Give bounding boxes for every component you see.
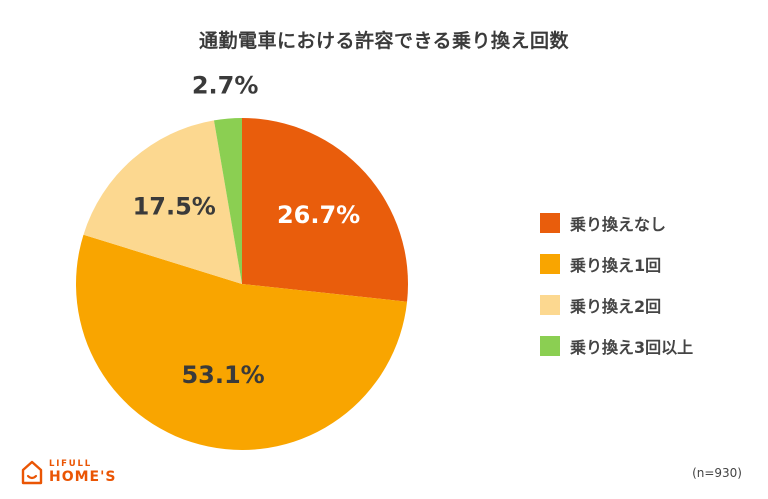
- slice-one-transfer: [75, 234, 408, 451]
- sample-size-note: (n=930): [692, 466, 742, 480]
- chart-legend: 乗り換えなし 乗り換え1回 乗り換え2回 乗り換え3回以上: [540, 212, 760, 376]
- chart-title: 通勤電車における許容できる乗り換え回数: [198, 30, 570, 52]
- logo-line1: LIFULL: [49, 459, 92, 470]
- lifull-homes-logo: LIFULL HOME'S: [21, 458, 116, 486]
- label-three-plus-transfers: 2.7%: [192, 72, 259, 100]
- legend-item-no-transfer: 乗り換えなし: [540, 212, 760, 234]
- legend-item-one-transfer: 乗り換え1回: [540, 253, 760, 275]
- slice-two-transfers: [83, 120, 243, 284]
- label-no-transfer: 26.7%: [277, 201, 360, 229]
- legend-label: 乗り換え2回: [570, 296, 662, 316]
- pie-slices: [75, 118, 408, 451]
- legend-swatch: [540, 335, 560, 356]
- legend-swatch: [540, 294, 560, 315]
- legend-label: 乗り換え3回以上: [570, 337, 694, 357]
- legend-item-three-plus-transfers: 乗り換え3回以上: [540, 335, 760, 357]
- label-one-transfer: 53.1%: [181, 361, 264, 389]
- legend-label: 乗り換えなし: [570, 214, 667, 234]
- logo-line2: HOME'S: [49, 468, 117, 485]
- legend-swatch: [540, 212, 560, 233]
- pie-value-labels: 26.7% 53.1% 17.5% 2.7%: [133, 72, 361, 390]
- legend-label: 乗り換え1回: [570, 255, 662, 275]
- legend-swatch: [540, 253, 560, 274]
- label-two-transfers: 17.5%: [133, 193, 216, 221]
- legend-item-two-transfers: 乗り換え2回: [540, 294, 760, 316]
- slice-no-transfer: [242, 118, 408, 302]
- slice-three-plus-transfers: [213, 118, 242, 284]
- house-icon: [21, 460, 43, 485]
